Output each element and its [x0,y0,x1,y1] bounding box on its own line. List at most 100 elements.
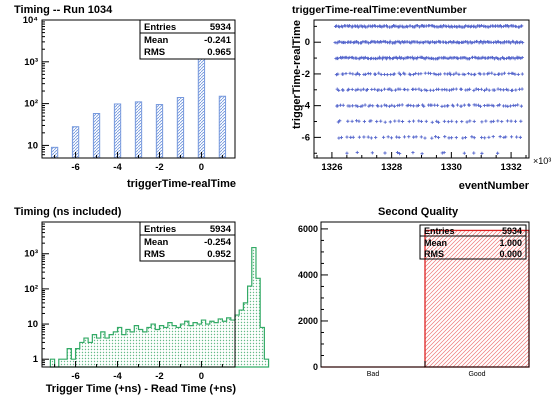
scatter-point [350,87,354,92]
scatter-point [408,24,412,28]
scatter-point [454,87,458,91]
scatter-point [354,119,359,123]
scatter-point [388,39,392,44]
scatter-point [430,40,435,44]
scatter-point [338,103,343,107]
scatter-point [456,56,460,61]
scatter-point [491,135,495,139]
histogram-bar [134,101,143,159]
scatter-point [514,88,518,92]
histogram-bar [113,103,122,159]
scatter-point [496,72,500,77]
stats-box: Entries 5934 Mean -0.254 RMS 0.952 [139,221,236,262]
scatter-point [356,104,360,108]
scatter-point [509,135,514,139]
scatter-point [476,56,480,60]
y-tick-label: 10² [24,284,38,295]
stats-box: Entries 5934 Mean 1.000 RMS 0.000 [419,224,527,260]
scatter-point [354,88,358,92]
scatter-point [516,72,520,77]
scatter-point [470,135,474,139]
scatter-point [349,40,353,44]
scatter-point [473,40,477,44]
scatter-point [389,136,394,140]
scatter-point [466,41,470,45]
stats-entries-value: 5934 [210,22,232,33]
stats-entries-label: Entries [144,224,176,235]
scatter-point [397,103,402,107]
scatter-point [401,57,406,61]
scatter-point [474,87,478,91]
scatter-point [409,73,413,77]
x-tick-label: 1332 [501,162,522,173]
scatter-point [373,72,378,76]
scatter-point [365,88,370,92]
stats-box-frame [419,224,527,260]
scatter-point [509,119,513,123]
scatter-point [487,25,491,29]
scatter-point [484,87,489,91]
scatter-point [425,88,429,93]
scatter-point [363,103,367,107]
scatter-point [417,87,421,91]
stats-entries-label: Entries [144,22,176,33]
scatter-point [490,71,494,75]
y-tick-label: 2000 [298,316,318,326]
scatter-point [473,72,477,76]
scatter-point [437,87,441,91]
scatter-point [411,57,415,61]
axes: Bad Good 0 2000 4000 6000 [298,224,486,378]
chart-title: Second Quality [378,206,459,218]
scatter-point [411,151,415,155]
scatter-point [393,88,398,92]
y-tick-label: 10³ [24,249,38,260]
scatter-point [487,88,491,92]
scatter-point [355,56,359,60]
scatter-point [345,55,349,60]
scatter-point [351,135,355,139]
scatter-point [496,87,500,91]
scatter-point [417,25,422,29]
panel-second-quality: Second Quality Bad Good 0 2000 4000 6000 Entr… [298,206,530,378]
scatter-point [482,103,487,108]
panel-timing-ns: Timing (ns included) -6 -4 -2 0 1 10 10² 10³ Tr… [14,206,270,395]
scatter-point [451,87,455,91]
scatter-point [424,119,428,123]
stats-rms-value: 0.000 [499,249,522,259]
scatter-point [434,40,438,44]
scatter-point [383,103,387,107]
scatter-point [467,103,471,107]
x-tick-label: -2 [155,371,163,382]
scatter-point [393,119,397,123]
scatter-point [474,25,478,29]
scatter-point [517,55,521,60]
scatter-point [371,104,375,108]
scatter-point [411,104,416,108]
scatter-point [467,57,472,61]
histogram-bar [218,95,227,159]
scatter-point [423,88,427,92]
scatter-point [496,151,500,155]
scatter-point [511,71,515,76]
scatter-point [337,25,341,29]
scatter-point [480,120,484,124]
scatter-point [471,40,475,45]
scatter-point [365,25,369,29]
scatter-point [409,103,413,108]
scatter-point [433,103,437,107]
y-tick-label: 0 [305,37,310,48]
scatter-point [350,119,354,123]
scatter-point [492,57,497,61]
scatter-point [442,119,446,123]
scatter-point [515,135,519,139]
y-tick-label: -2 [302,69,310,80]
scatter-point [454,120,459,124]
scatter-point [436,120,441,124]
x-category-label: Bad [367,371,380,378]
scatter-point [400,103,404,107]
scatter-point [357,119,361,123]
scatter-point [430,120,434,124]
scatter-point [461,136,465,140]
scatter-point [518,135,522,139]
